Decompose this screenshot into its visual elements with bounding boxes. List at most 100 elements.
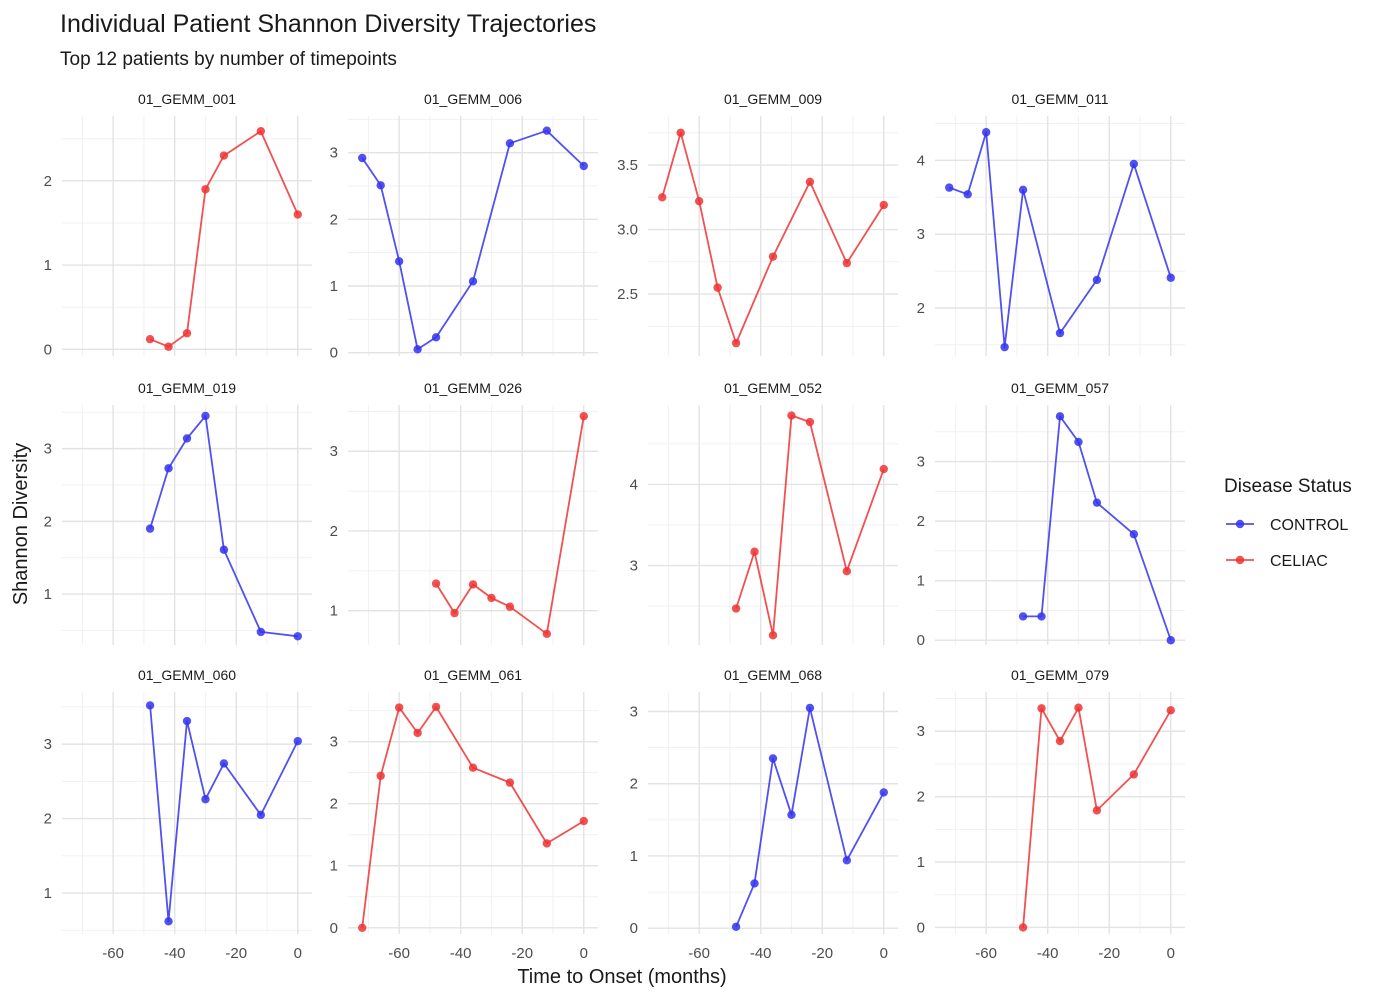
y-tick-label: 4: [630, 476, 638, 493]
data-point: [805, 417, 815, 427]
y-tick-label: 2: [44, 173, 52, 190]
facet-strip-label: 01_GEMM_019: [138, 380, 236, 396]
x-tick-label: -40: [750, 945, 772, 962]
data-point: [879, 200, 888, 210]
data-point: [219, 759, 229, 768]
series-line: [361, 129, 585, 351]
data-point: [468, 580, 478, 589]
data-point: [164, 917, 173, 926]
data-point: [293, 210, 302, 219]
y-tick-label: 2: [330, 523, 338, 540]
facet-strip-label: 01_GEMM_061: [424, 667, 522, 683]
x-tick-label: -60: [102, 945, 124, 962]
facet-panel: 01_GEMM_011 2 3 4: [917, 91, 1185, 356]
data-point: [1129, 770, 1139, 779]
data-point: [413, 728, 422, 738]
facet-panel: 01_GEMM_001 0 1 2: [44, 91, 312, 358]
y-tick-label: 3.5: [617, 157, 638, 174]
legend-key-point: [1235, 519, 1245, 529]
data-point: [256, 126, 266, 136]
data-point: [945, 183, 954, 192]
data-point: [579, 411, 588, 421]
x-tick-label: -40: [1037, 945, 1059, 962]
facet-strip-label: 01_GEMM_001: [138, 91, 236, 107]
x-tick-label: 0: [880, 945, 888, 962]
data-point: [542, 839, 552, 848]
data-point: [358, 153, 367, 163]
facet-strip-label: 01_GEMM_079: [1011, 667, 1109, 683]
data-point: [879, 464, 888, 474]
facet-strip-label: 01_GEMM_068: [724, 667, 822, 683]
legend-label: CELIAC: [1270, 553, 1328, 570]
data-point: [731, 604, 741, 613]
y-tick-label: 3: [917, 723, 925, 740]
data-point: [1129, 530, 1139, 539]
facet-strip-label: 01_GEMM_009: [724, 91, 822, 107]
facet-strip-label: 01_GEMM_026: [424, 380, 522, 396]
data-point: [579, 161, 588, 171]
y-tick-label: 2.5: [617, 286, 638, 303]
chart-title: Individual Patient Shannon Diversity Tra…: [60, 10, 596, 38]
series-line: [361, 706, 585, 928]
data-point: [787, 411, 796, 420]
data-point: [468, 277, 478, 286]
y-tick-label: 0: [630, 920, 638, 937]
y-tick-label: 1: [330, 278, 338, 295]
data-point: [787, 810, 796, 820]
y-tick-label: 0: [330, 345, 338, 362]
data-point: [981, 128, 991, 137]
y-tick-label: 2: [917, 789, 925, 806]
data-point: [164, 342, 173, 351]
data-point: [1166, 273, 1175, 282]
chart-subtitle: Top 12 patients by number of timepoints: [60, 49, 397, 70]
data-point: [431, 702, 441, 712]
y-tick-label: 4: [917, 152, 925, 169]
y-tick-label: 0: [44, 341, 52, 358]
data-point: [201, 795, 210, 804]
data-point: [842, 856, 852, 865]
facet-panel: 01_GEMM_006 0 1 2 3: [330, 91, 598, 362]
data-point: [542, 629, 552, 639]
data-point: [658, 193, 667, 202]
data-point: [842, 258, 852, 268]
data-point: [164, 464, 173, 473]
data-point: [394, 257, 404, 266]
facet-panel: 01_GEMM_068 0 1 2 3 -60 -40 -20 0: [630, 667, 898, 962]
data-point: [256, 810, 266, 820]
y-tick-label: 3: [330, 734, 338, 751]
data-point: [1055, 328, 1065, 338]
data-point: [145, 524, 155, 533]
facet-panel: 01_GEMM_061 0 1 2 3 -60 -40 -20 0: [330, 667, 598, 962]
data-point: [1092, 275, 1102, 285]
data-point: [805, 703, 815, 713]
data-point: [487, 593, 496, 603]
data-point: [1037, 612, 1046, 621]
series-line: [149, 130, 299, 348]
x-tick-label: -60: [975, 945, 997, 962]
y-tick-label: 1: [330, 603, 338, 620]
facet-panels: 01_GEMM_001 0 1 2 01_GEMM_006 0 1 2 3 01_GEMM_009…: [44, 91, 1185, 962]
y-tick-label: 1: [917, 573, 925, 590]
y-tick-label: 1: [44, 257, 52, 274]
x-tick-label: 0: [1167, 945, 1175, 962]
facet-strip-label: 01_GEMM_057: [1011, 380, 1109, 396]
data-point: [256, 627, 266, 637]
data-point: [963, 190, 972, 199]
facet-panel: 01_GEMM_060 1 2 3 -60 -40 -20 0: [44, 667, 312, 962]
data-point: [542, 126, 552, 135]
y-axis-label: Shannon Diversity: [10, 443, 32, 605]
facet-panel: 01_GEMM_052 3 4: [630, 380, 898, 645]
x-tick-label: -40: [450, 945, 472, 962]
y-tick-label: 3: [330, 145, 338, 162]
data-point: [1092, 806, 1102, 815]
data-point: [713, 283, 722, 292]
data-point: [413, 345, 422, 354]
y-tick-label: 3: [44, 736, 52, 753]
data-point: [182, 434, 192, 443]
data-point: [201, 185, 210, 194]
y-tick-label: 2: [917, 300, 925, 317]
series-line: [735, 707, 885, 928]
y-tick-label: 2: [44, 513, 52, 530]
data-point: [1018, 612, 1028, 621]
